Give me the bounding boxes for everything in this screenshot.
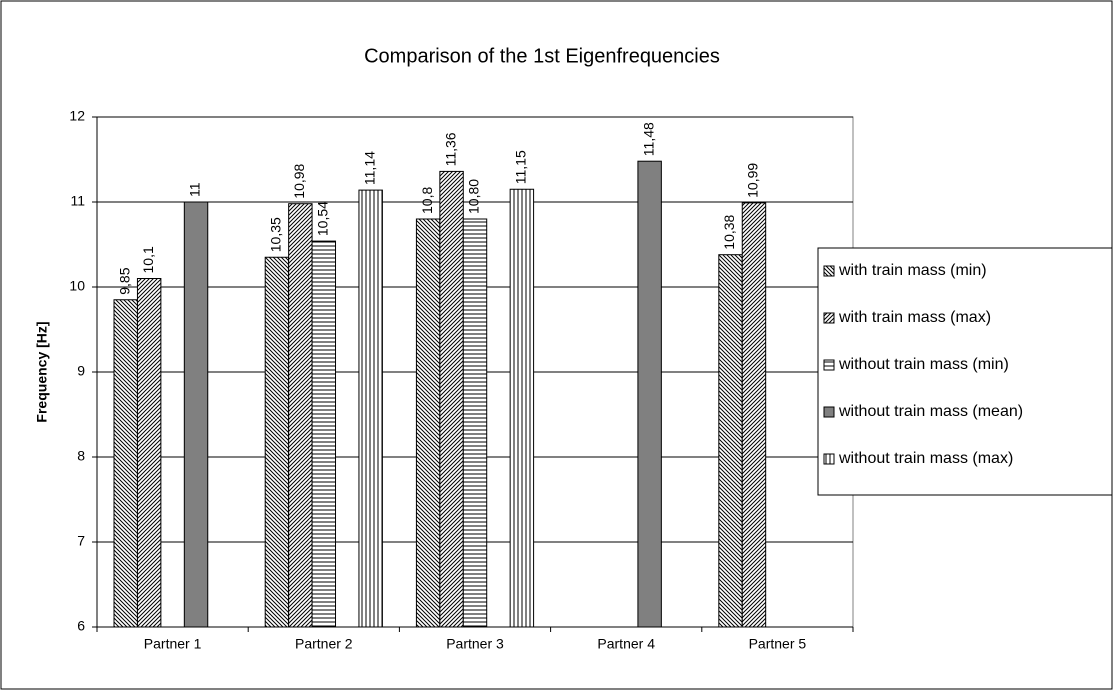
bar (136, 278, 162, 628)
bar (183, 201, 209, 628)
y-tick-label: 9 (77, 363, 85, 379)
value-label: 10,80 (466, 179, 482, 214)
y-tick-label: 10 (69, 278, 85, 294)
legend-label: without train mass (mean) (838, 403, 1023, 420)
bar (358, 189, 383, 628)
x-tick-label: Partner 1 (144, 636, 202, 652)
value-label: 11,48 (640, 122, 656, 156)
value-label: 10,35 (268, 217, 284, 252)
x-tick-label: Partner 4 (597, 636, 655, 652)
bar (637, 160, 662, 628)
bar (264, 256, 290, 628)
bar (415, 218, 441, 628)
legend-swatch (823, 406, 835, 418)
value-label: 11,14 (361, 151, 377, 185)
bar (509, 188, 535, 628)
y-tick-label: 7 (77, 533, 85, 549)
value-label: 10,98 (291, 163, 307, 198)
y-tick-label: 11 (70, 193, 85, 209)
legend-swatch (823, 312, 835, 324)
legend-label: with train mass (max) (838, 309, 991, 326)
value-label: 10,8 (419, 187, 435, 214)
bar (439, 170, 464, 628)
y-tick-label: 6 (77, 618, 85, 634)
x-tick-label: Partner 3 (446, 636, 504, 652)
legend-label: without train mass (min) (838, 356, 1009, 373)
y-tick-label: 12 (69, 108, 85, 124)
value-label: 11 (187, 182, 203, 197)
value-label: 11,15 (513, 150, 529, 184)
value-label: 10,99 (745, 163, 761, 198)
legend-label: with train mass (min) (838, 262, 987, 279)
x-tick-label: Partner 5 (749, 636, 807, 652)
bar (462, 218, 488, 628)
value-label: 9,85 (116, 267, 132, 294)
bar (718, 254, 743, 628)
legend-box (817, 247, 1113, 496)
value-label: 10,1 (140, 246, 156, 273)
y-axis-label: Frequency [Hz] (34, 321, 50, 422)
legend-swatch (823, 359, 835, 371)
chart-title: Comparison of the 1st Eigenfrequencies (364, 45, 720, 67)
value-label: 10,38 (721, 214, 737, 249)
bar (288, 203, 313, 628)
value-label: 10,54 (315, 201, 331, 236)
bar (311, 240, 337, 628)
legend-label: without train mass (max) (838, 450, 1013, 467)
legend-swatch (823, 453, 835, 465)
bar (741, 202, 767, 628)
legend-swatch (823, 265, 835, 277)
value-label: 11,36 (442, 132, 458, 166)
y-tick-label: 8 (77, 448, 85, 464)
x-tick-label: Partner 2 (295, 636, 353, 652)
bar (113, 299, 138, 628)
